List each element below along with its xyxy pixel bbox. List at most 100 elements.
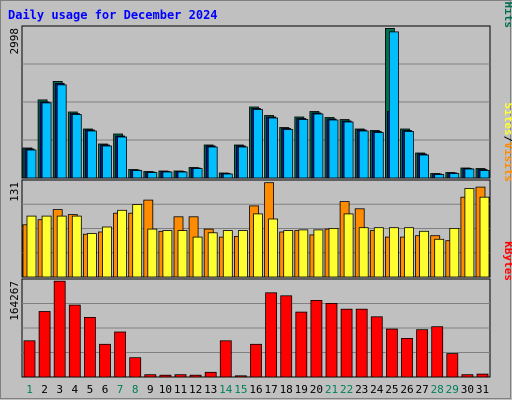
bar-pages-10 xyxy=(162,171,173,179)
panel-kbytes: 164267 KBytes xyxy=(8,241,512,378)
bar-sites-11 xyxy=(177,230,188,278)
bar-pages-5 xyxy=(87,130,97,179)
bar-kbytes-11 xyxy=(174,374,187,378)
bar-sites-30 xyxy=(464,188,475,278)
bar-sites-28 xyxy=(434,238,445,278)
bar-pages-26 xyxy=(404,131,414,179)
bar-pages-4 xyxy=(71,114,82,179)
x-tick-label: 17 xyxy=(264,383,277,396)
bar-pages-7 xyxy=(117,136,127,179)
bar-kbytes-2 xyxy=(38,311,51,378)
x-tick-label: 13 xyxy=(204,383,217,396)
bar-kbytes-1 xyxy=(23,340,36,378)
x-tick-label: 12 xyxy=(189,383,202,396)
panel-hits-files-pages: 2998 Pages/Files/Hits xyxy=(8,0,512,179)
x-tick-label: 23 xyxy=(355,383,368,396)
chart-title: Daily usage for December 2024 xyxy=(8,8,218,22)
bar-sites-7 xyxy=(117,209,127,278)
x-tick-label: 11 xyxy=(174,383,187,396)
x-tick-label: 3 xyxy=(56,383,63,396)
x-tick-label: 6 xyxy=(102,383,109,396)
bar-sites-1 xyxy=(26,215,37,278)
bar-sites-20 xyxy=(313,229,324,278)
axis-title-part: / xyxy=(502,0,512,2)
x-tick-label: 31 xyxy=(476,383,489,396)
bar-sites-9 xyxy=(147,228,158,278)
x-tick-label: 29 xyxy=(446,383,459,396)
x-tick-label: 26 xyxy=(400,383,413,396)
bar-pages-6 xyxy=(102,145,112,179)
x-tick-label: 19 xyxy=(295,383,308,396)
x-tick-label: 25 xyxy=(385,383,398,396)
bar-kbytes-16 xyxy=(250,343,262,378)
x-tick-label: 28 xyxy=(431,383,444,396)
bar-pages-20 xyxy=(313,113,324,179)
bar-sites-10 xyxy=(162,230,173,278)
bar-sites-26 xyxy=(404,227,414,278)
axis-title-part: Hits xyxy=(502,2,512,29)
bar-kbytes-25 xyxy=(385,328,398,378)
bar-pages-8 xyxy=(132,170,143,179)
bar-pages-25 xyxy=(388,31,399,179)
bar-kbytes-29 xyxy=(446,353,459,378)
bar-kbytes-10 xyxy=(159,374,172,378)
bar-kbytes-5 xyxy=(84,316,96,378)
bar-pages-30 xyxy=(464,168,475,179)
bar-sites-22 xyxy=(343,213,354,278)
bar-kbytes-28 xyxy=(431,326,444,378)
axis-title-part: Visits xyxy=(502,142,512,182)
bar-kbytes-8 xyxy=(129,357,142,378)
bar-kbytes-15 xyxy=(234,375,247,378)
x-tick-label: 8 xyxy=(132,383,139,396)
x-tick-label: 14 xyxy=(219,383,233,396)
bar-sites-31 xyxy=(479,196,490,278)
bar-sites-24 xyxy=(373,227,384,278)
bar-sites-18 xyxy=(283,230,294,278)
bar-pages-29 xyxy=(449,173,460,179)
bar-sites-25 xyxy=(388,227,399,278)
bar-kbytes-24 xyxy=(370,316,383,378)
bar-sites-19 xyxy=(298,229,309,278)
bar-kbytes-3 xyxy=(53,280,66,378)
bar-sites-16 xyxy=(253,213,263,278)
bar-pages-12 xyxy=(192,168,203,179)
bar-pages-31 xyxy=(479,170,490,179)
bar-pages-14 xyxy=(222,173,233,179)
panel-axis-title: KBytes xyxy=(502,241,512,281)
bar-kbytes-4 xyxy=(68,304,81,378)
x-tick-label: 16 xyxy=(249,383,262,396)
bar-sites-27 xyxy=(419,230,430,278)
bar-kbytes-14 xyxy=(219,340,232,378)
x-tick-label: 2 xyxy=(41,383,48,396)
x-tick-label: 18 xyxy=(280,383,293,396)
x-tick-label: 20 xyxy=(310,383,323,396)
bar-kbytes-18 xyxy=(280,295,293,378)
bar-kbytes-13 xyxy=(204,371,217,378)
panel-axis-title: Sites/Visits xyxy=(502,103,512,183)
bar-kbytes-30 xyxy=(461,374,474,378)
axis-title-part: KBytes xyxy=(502,241,512,281)
x-tick-label: 27 xyxy=(415,383,428,396)
x-tick-label: 9 xyxy=(147,383,154,396)
bar-pages-16 xyxy=(253,109,263,179)
bar-sites-13 xyxy=(207,232,218,278)
bar-kbytes-17 xyxy=(265,292,278,378)
bar-kbytes-21 xyxy=(325,302,338,378)
bar-pages-3 xyxy=(56,84,67,179)
chart-panels: 2998Pages/Files/Hits131Sites/Visits16426… xyxy=(8,0,512,378)
bar-kbytes-12 xyxy=(189,374,202,378)
panel-max-label: 164267 xyxy=(8,281,21,321)
x-tick-label: 1 xyxy=(26,383,33,396)
bar-kbytes-23 xyxy=(355,308,368,378)
bar-pages-24 xyxy=(373,132,384,179)
bar-pages-19 xyxy=(298,119,309,179)
bar-sites-17 xyxy=(268,218,279,278)
axis-title-part: / xyxy=(502,136,512,143)
bar-pages-21 xyxy=(328,119,339,179)
x-tick-label: 4 xyxy=(71,383,78,396)
bar-sites-14 xyxy=(222,230,233,278)
bar-pages-11 xyxy=(177,171,188,179)
x-tick-label: 10 xyxy=(159,383,172,396)
